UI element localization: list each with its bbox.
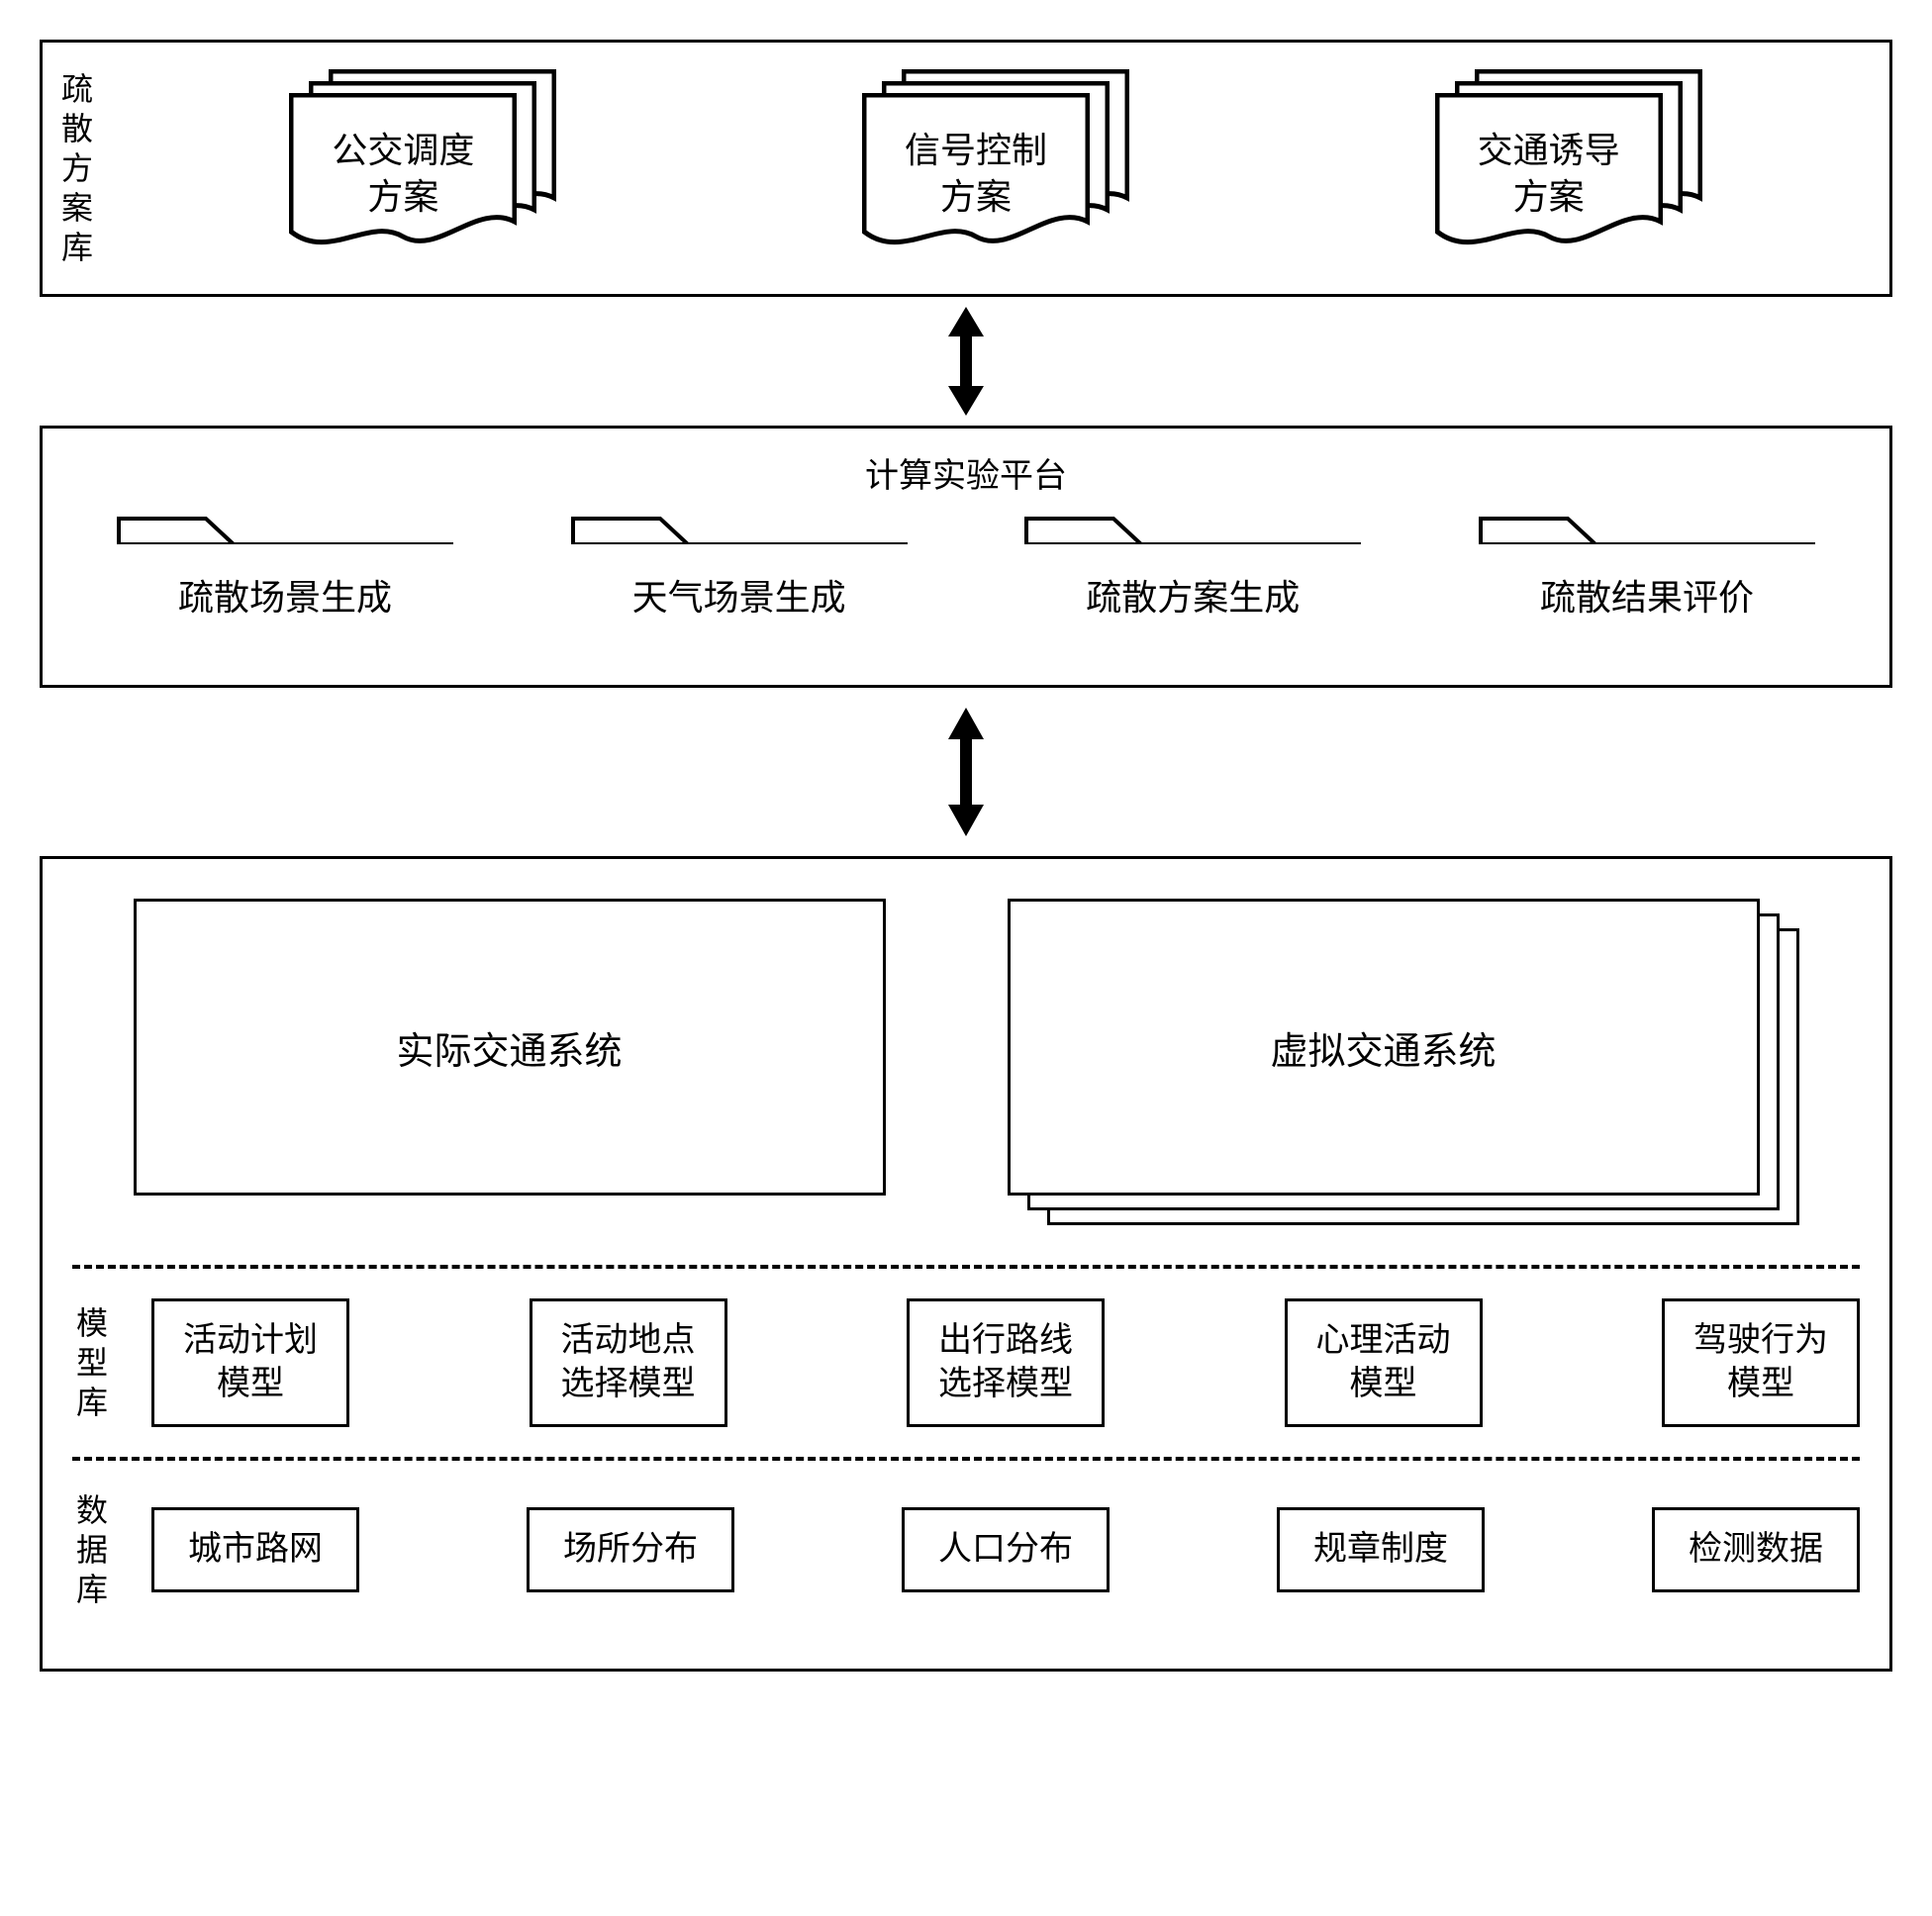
evacuation-plan-library-panel: 疏散方案库 公交调度方案 信号控制方案 交通诱导方案 — [40, 40, 1892, 297]
folder-2: 疏散方案生成 — [1024, 517, 1361, 645]
folder-label: 疏散结果评价 — [1479, 544, 1815, 645]
real-traffic-system: 实际交通系统 — [134, 899, 886, 1196]
doc-stack-0: 公交调度方案 — [289, 69, 566, 257]
architecture-diagram: 疏散方案库 公交调度方案 信号控制方案 交通诱导方案 计算实验平台 — [40, 40, 1892, 1672]
data-library-label: 数据库 — [72, 1490, 112, 1609]
folder-0: 疏散场景生成 — [117, 517, 453, 645]
model-box-4: 驾驶行为模型 — [1662, 1298, 1860, 1427]
folder-3: 疏散结果评价 — [1479, 517, 1815, 645]
divider-1 — [72, 1265, 1860, 1269]
data-box-4: 检测数据 — [1652, 1507, 1860, 1592]
systems-row: 实际交通系统 虚拟交通系统 — [72, 899, 1860, 1225]
model-box-2: 出行路线选择模型 — [907, 1298, 1105, 1427]
model-box-0: 活动计划模型 — [151, 1298, 349, 1427]
folder-label: 疏散方案生成 — [1024, 544, 1361, 645]
data-box-0: 城市路网 — [151, 1507, 359, 1592]
virtual-layer-1: 虚拟交通系统 — [1008, 899, 1760, 1196]
doc-page: 交通诱导方案 — [1435, 93, 1663, 251]
folder-row: 疏散场景生成 天气场景生成 疏散方案生成 疏散结果评价 — [72, 517, 1860, 645]
doc-stack-2: 交通诱导方案 — [1435, 69, 1712, 257]
doc-label: 信号控制方案 — [862, 128, 1090, 221]
data-box-1: 场所分布 — [527, 1507, 734, 1592]
model-box-3: 心理活动模型 — [1285, 1298, 1483, 1427]
data-library-row: 数据库 城市路网 场所分布 人口分布 规章制度 检测数据 — [72, 1490, 1860, 1609]
divider-2 — [72, 1457, 1860, 1461]
data-box-3: 规章制度 — [1277, 1507, 1485, 1592]
model-box-1: 活动地点选择模型 — [530, 1298, 727, 1427]
panel-label: 疏散方案库 — [60, 69, 94, 267]
data-box-2: 人口分布 — [902, 1507, 1110, 1592]
doc-page: 信号控制方案 — [862, 93, 1090, 251]
arrow-top-mid — [40, 307, 1892, 416]
model-library-label: 模型库 — [72, 1303, 112, 1422]
folder-1: 天气场景生成 — [571, 517, 908, 645]
model-library-items: 活动计划模型 活动地点选择模型 出行路线选择模型 心理活动模型 驾驶行为模型 — [151, 1298, 1860, 1427]
data-library-items: 城市路网 场所分布 人口分布 规章制度 检测数据 — [151, 1507, 1860, 1592]
virtual-traffic-system-stack: 虚拟交通系统 — [1008, 899, 1799, 1225]
panel-title: 计算实验平台 — [72, 448, 1860, 497]
doc-label: 交通诱导方案 — [1435, 128, 1663, 221]
doc-row: 公交调度方案 信号控制方案 交通诱导方案 — [142, 62, 1860, 264]
arrow-mid-bottom — [40, 708, 1892, 836]
folder-label: 天气场景生成 — [571, 544, 908, 645]
model-library-row: 模型库 活动计划模型 活动地点选择模型 出行路线选择模型 心理活动模型 驾驶行为模型 — [72, 1298, 1860, 1427]
traffic-system-panel: 实际交通系统 虚拟交通系统 模型库 活动计划模型 活动地点选择模型 出行路线选择模型… — [40, 856, 1892, 1672]
doc-label: 公交调度方案 — [289, 128, 517, 221]
computation-platform-panel: 计算实验平台 疏散场景生成 天气场景生成 疏散方案生成 疏散结果评价 — [40, 426, 1892, 688]
doc-stack-1: 信号控制方案 — [862, 69, 1139, 257]
folder-label: 疏散场景生成 — [117, 544, 453, 645]
doc-page: 公交调度方案 — [289, 93, 517, 251]
